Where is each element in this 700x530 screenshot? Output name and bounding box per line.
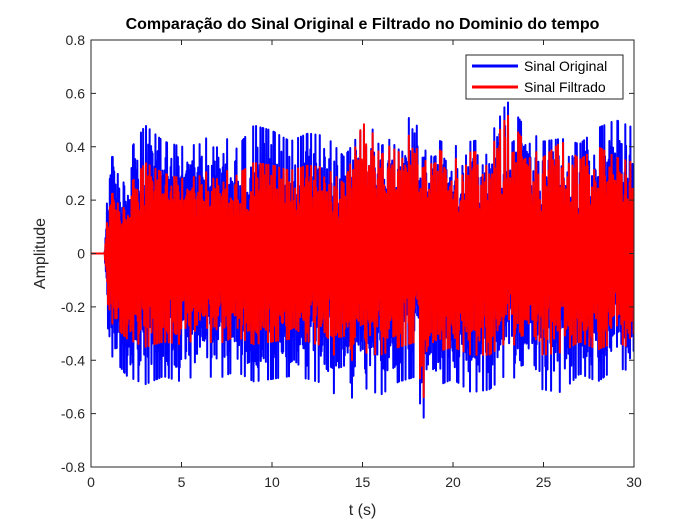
x-tick-label: 10	[264, 474, 280, 490]
x-tick-label: 0	[87, 474, 95, 490]
y-axis-label: Amplitude	[32, 218, 49, 289]
x-tick-label: 15	[355, 474, 371, 490]
y-tick-label: 0	[77, 246, 85, 262]
x-tick-label: 5	[178, 474, 186, 490]
y-tick-label: 0.4	[66, 139, 86, 155]
legend-label-original: Sinal Original	[524, 58, 607, 74]
y-tick-label: -0.6	[61, 406, 85, 422]
y-tick-label: 0.8	[66, 32, 86, 48]
x-tick-label: 30	[626, 474, 642, 490]
legend: Sinal Original Sinal Filtrado	[465, 54, 624, 100]
axes-layer: 0 5 10 15 20 25 30 -0.8 -0.6 -0.4 -0.2 0 0.2 0.4 0.6 0.…	[61, 32, 642, 490]
y-tick-label: -0.8	[61, 459, 85, 475]
legend-box	[465, 54, 624, 100]
y-tick-label: 0.6	[66, 85, 86, 101]
x-axis-label: t (s)	[349, 502, 377, 519]
y-tick-label: -0.2	[61, 299, 85, 315]
x-tick-label: 25	[536, 474, 552, 490]
y-tick-label: 0.2	[66, 192, 86, 208]
x-tick-label: 20	[445, 474, 461, 490]
series-layer	[91, 101, 634, 419]
chart-title: Comparação do Sinal Original e Filtrado …	[126, 16, 600, 33]
series-line-filtered	[91, 114, 634, 399]
y-tick-label: -0.4	[61, 352, 85, 368]
legend-label-filtered: Sinal Filtrado	[524, 79, 606, 95]
